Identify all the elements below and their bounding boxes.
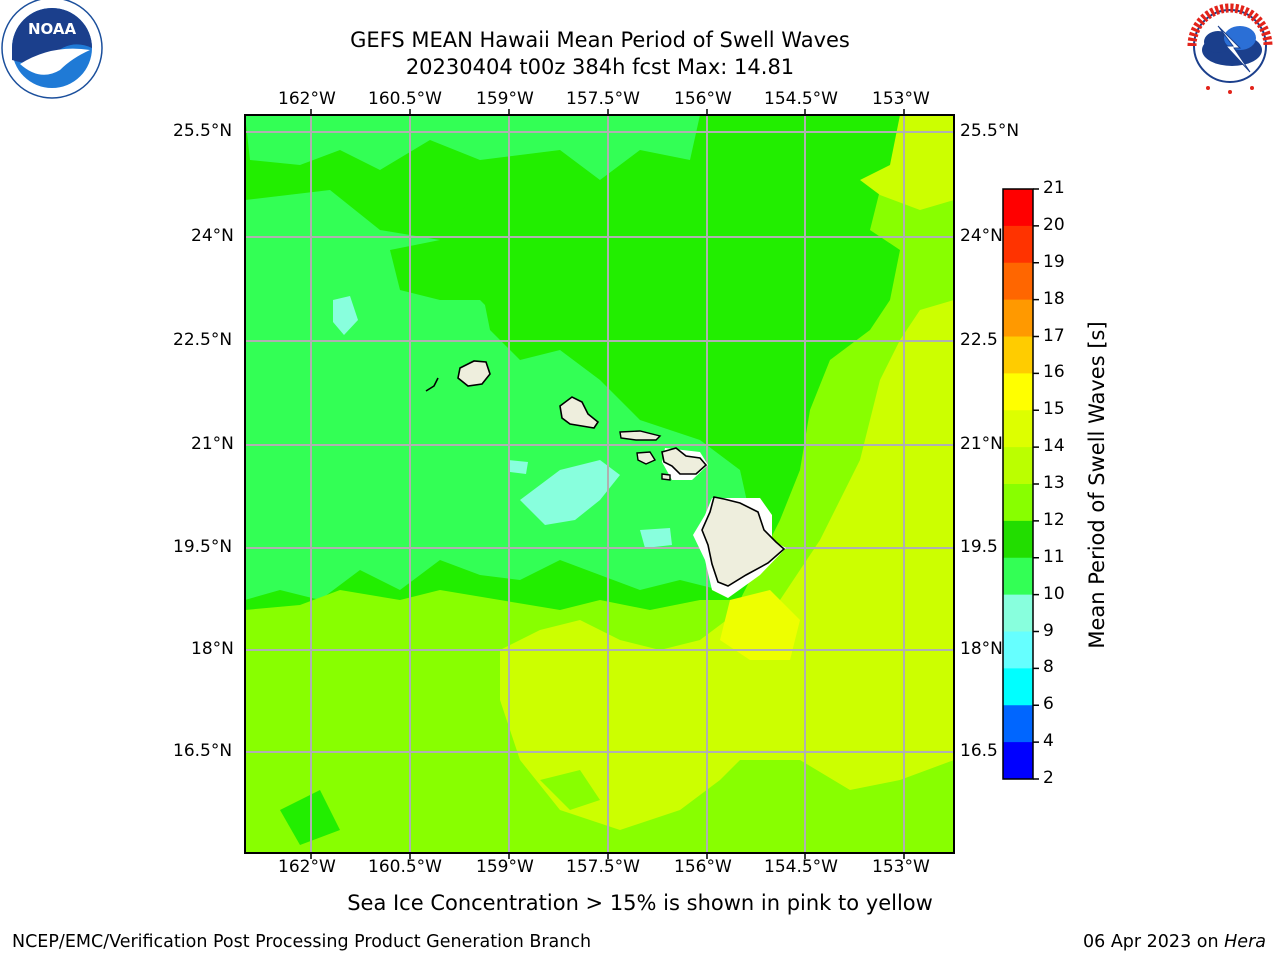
band-9-10-patch xyxy=(508,460,528,474)
colorbar-tick-label: 11 xyxy=(1043,546,1065,567)
oahu xyxy=(559,396,600,429)
maui xyxy=(661,447,708,475)
lon-label: 154.5°W xyxy=(764,89,838,109)
lon-label: 153°W xyxy=(872,89,930,109)
colorbar-tick-label: 12 xyxy=(1043,509,1065,530)
lon-label: 162°W xyxy=(278,857,336,877)
kahoolawe xyxy=(661,473,671,481)
colorbar-frame xyxy=(1002,188,1034,780)
colorbar-tick-label: 4 xyxy=(1043,731,1054,752)
swell-period-field xyxy=(245,115,954,853)
colorbar-segment xyxy=(1003,447,1033,485)
lat-label: 18°N xyxy=(960,639,1003,659)
lat-label: 18°N xyxy=(191,639,234,659)
band-13-14 xyxy=(500,300,954,830)
colorbar-segment xyxy=(1003,520,1033,559)
colorbar-segment xyxy=(1003,594,1033,632)
lon-label: 160.5°W xyxy=(368,89,442,109)
colorbar-segment xyxy=(1003,668,1033,706)
colorbar-tick-label: 18 xyxy=(1043,288,1065,309)
band-12-13-patch xyxy=(540,770,600,810)
band-13-14-ne xyxy=(860,115,954,210)
lat-label: 22.5°N xyxy=(173,330,233,350)
lat-label: 24°N xyxy=(191,226,234,246)
colorbar-segment xyxy=(1003,631,1033,669)
footer-date: 06 Apr 2023 on Hera xyxy=(1083,932,1266,952)
lat-label: 19.5°N xyxy=(173,537,233,557)
niihau xyxy=(425,377,439,392)
lon-label: 156°W xyxy=(674,89,732,109)
band-11-12-north xyxy=(390,190,880,360)
noaa-logo: NOAA xyxy=(1,0,103,99)
lat-label: 16.5°N xyxy=(173,741,233,761)
map-frame xyxy=(244,114,955,854)
colorbar-segment xyxy=(1003,410,1033,448)
lat-label: 22.5 xyxy=(960,330,998,350)
footer-date-text: 06 Apr 2023 on xyxy=(1083,932,1225,952)
lon-label: 153°W xyxy=(872,857,930,877)
colorbar xyxy=(1003,188,1039,780)
molokai xyxy=(619,430,662,441)
chart-title-line1: GEFS MEAN Hawaii Mean Period of Swell Wa… xyxy=(350,28,850,52)
colorbar-segment xyxy=(1003,225,1033,264)
colorbar-segment xyxy=(1003,705,1033,743)
map-ticks xyxy=(310,109,905,859)
colorbar-tick-label: 9 xyxy=(1043,620,1054,641)
lon-label: 156°W xyxy=(674,857,732,877)
colorbar-label: Mean Period of Swell Waves [s] xyxy=(1085,321,1109,649)
band-9-10-patch xyxy=(640,528,672,548)
lat-label: 21°N xyxy=(191,434,234,454)
lat-label: 16.5 xyxy=(960,741,998,761)
lat-label: 24°N xyxy=(960,226,1003,246)
band-14-15 xyxy=(720,590,800,660)
colorbar-tick-label: 15 xyxy=(1043,399,1065,420)
colorbar-tick-label: 17 xyxy=(1043,325,1065,346)
colorbar-segment xyxy=(1003,299,1033,337)
lon-label: 154.5°W xyxy=(764,857,838,877)
lon-label: 157.5°W xyxy=(566,857,640,877)
colorbar-segment xyxy=(1003,262,1033,301)
colorbar-segment xyxy=(1003,742,1033,780)
colorbar-tick-label: 2 xyxy=(1043,768,1054,788)
colorbar-tick-label: 14 xyxy=(1043,436,1065,457)
lon-label: 162°W xyxy=(278,89,336,109)
lat-label: 19.5 xyxy=(960,537,998,557)
colorbar-segment xyxy=(1003,336,1033,374)
lon-label: 160.5°W xyxy=(368,857,442,877)
lon-label: 159°W xyxy=(476,89,534,109)
colorbar-segment xyxy=(1003,189,1033,227)
graticule xyxy=(245,115,954,853)
hawaiian-islands xyxy=(425,360,786,598)
colorbar-tick-label: 16 xyxy=(1043,362,1065,383)
lanai xyxy=(636,451,657,465)
kauai xyxy=(457,360,491,387)
big-island xyxy=(701,496,786,587)
lon-label: 157.5°W xyxy=(566,89,640,109)
colorbar-segment xyxy=(1003,484,1033,522)
colorbar-tick-label: 19 xyxy=(1043,251,1065,272)
colorbar-tick-label: 20 xyxy=(1043,214,1065,235)
lon-label: 159°W xyxy=(476,857,534,877)
band-10-11-west xyxy=(245,190,760,600)
lat-label: 25.5°N xyxy=(173,121,233,141)
lat-label: 25.5°N xyxy=(960,121,1020,141)
colorbar-tick-label: 10 xyxy=(1043,583,1065,604)
band-9-10-patch xyxy=(520,460,620,525)
colorbar-tick-label: 6 xyxy=(1043,694,1054,715)
colorbar-segment xyxy=(1003,373,1033,411)
sea-ice-note: Sea Ice Concentration > 15% is shown in … xyxy=(347,891,933,915)
colorbar-tick-label: 8 xyxy=(1043,657,1054,678)
noaa-logo-text: NOAA xyxy=(28,20,77,38)
footer-branch: NCEP/EMC/Verification Post Processing Pr… xyxy=(12,932,592,952)
colorbar-segment xyxy=(1003,557,1033,596)
lat-label: 21°N xyxy=(960,434,1003,454)
nws-logo xyxy=(1182,0,1278,94)
band-9-10-patch xyxy=(333,296,358,335)
footer-machine: Hera xyxy=(1224,932,1266,952)
chart-title-line2: 20230404 t00z 384h fcst Max: 14.81 xyxy=(405,55,795,79)
colorbar-tick-label: 21 xyxy=(1043,178,1065,198)
colorbar-tick-label: 13 xyxy=(1043,473,1065,493)
